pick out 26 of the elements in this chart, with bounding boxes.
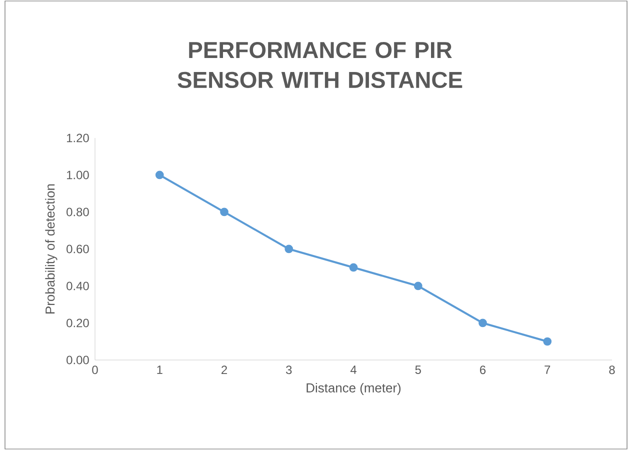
x-tick-label: 5 <box>415 366 421 374</box>
y-axis-title: Probability of detection <box>45 184 58 314</box>
y-tick-label: 0.40 <box>66 282 89 290</box>
point <box>414 282 422 290</box>
point <box>478 318 487 328</box>
y-tick-label: 1.00 <box>66 170 89 180</box>
point <box>220 208 228 216</box>
point <box>155 170 164 180</box>
y-tick-label: 0.00 <box>66 356 89 364</box>
x-tick-label: 8 <box>609 366 615 374</box>
point <box>349 263 358 272</box>
x-tick-label: 3 <box>286 366 292 374</box>
chart-title: PERFORMANCE OF PIR SENSOR WITH DISTANCE <box>178 42 462 88</box>
x-tick-label: 7 <box>544 366 550 374</box>
y-tick-label: 0.20 <box>66 318 89 328</box>
point <box>284 244 294 254</box>
x-tick-label: 4 <box>350 366 356 374</box>
y-tick-label: 0.60 <box>66 244 89 254</box>
x-axis-title: Distance (meter) <box>306 382 401 396</box>
x-tick-label: 6 <box>480 366 486 374</box>
x-tick-label: 2 <box>222 366 227 374</box>
x-tick-label: 1 <box>157 366 162 374</box>
x-tick-label: 0 <box>92 366 98 374</box>
point <box>543 337 552 346</box>
y-tick-label: 1.20 <box>66 134 89 142</box>
y-tick-label: 0.80 <box>66 208 89 216</box>
